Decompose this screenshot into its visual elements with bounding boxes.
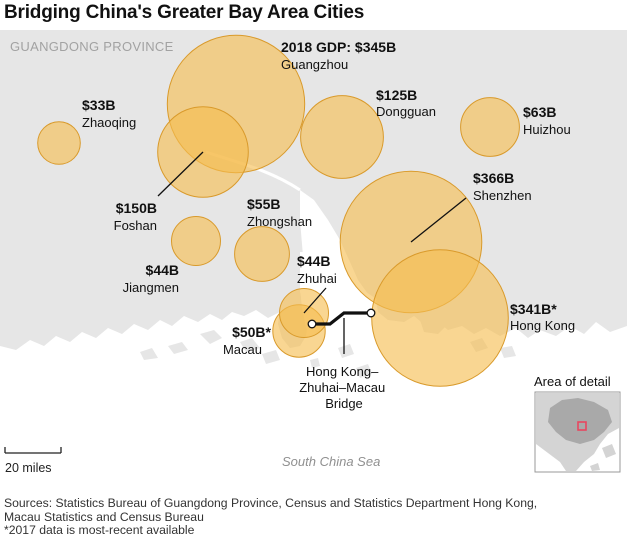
inset-islands [590, 444, 616, 471]
macau-value: $50B* [232, 324, 271, 340]
huizhou-value: $63B [523, 104, 556, 120]
sources-line-1: Sources: Statistics Bureau of Guangdong … [4, 496, 538, 510]
jiangmen-value: $44B [146, 262, 179, 278]
foshan-leader [157, 151, 204, 197]
guangzhou-name: Guangzhou [281, 57, 348, 72]
hongkong-value: $341B* [510, 301, 557, 317]
shenzhen-value: $366B [473, 170, 514, 186]
bridge-end-macau [307, 319, 317, 329]
bubble-zhaoqing [37, 121, 81, 165]
sea-label: South China Sea [282, 454, 380, 469]
huizhou-name: Huizhou [523, 122, 571, 137]
bubble-jiangmen [171, 216, 221, 266]
zhongshan-name: Zhongshan [247, 214, 312, 229]
dongguan-value: $125B [376, 87, 417, 103]
macau-name: Macau [223, 342, 262, 357]
foshan-value: $150B [116, 200, 157, 216]
zhuhai-name: Zhuhai [297, 271, 337, 286]
zhaoqing-value: $33B [82, 97, 115, 113]
inset-china-shape [548, 398, 612, 444]
sources-line-2: Macau Statistics and Census Bureau [4, 509, 204, 524]
zhuhai-value: $44B [297, 253, 330, 269]
foshan-name: Foshan [114, 218, 157, 233]
dongguan-name: Dongguan [376, 104, 436, 119]
region-label: GUANGDONG PROVINCE [10, 39, 174, 54]
bridge-line [312, 311, 371, 326]
footnote: *2017 data is most-recent available [4, 523, 195, 537]
city-labels: 2018 GDP: $345B Guangzhou $125B Dongguan… [82, 39, 575, 357]
inset-title: Area of detail [534, 374, 611, 389]
page-title: Bridging China's Greater Bay Area Cities [4, 2, 365, 23]
zhongshan-value: $55B [247, 196, 280, 212]
guangzhou-value: 2018 GDP: $345B [281, 39, 396, 55]
hzmb-bridge: Hong Kong– Zhuhai–Macau Bridge [299, 308, 389, 411]
sources-note: Sources: Statistics Bureau of Guangdong … [4, 496, 624, 538]
bridge-label: Hong Kong– Zhuhai–Macau Bridge [299, 364, 389, 411]
hongkong-name: Hong Kong [510, 318, 575, 333]
inset-map: Area of detail [534, 374, 621, 473]
shenzhen-name: Shenzhen [473, 188, 532, 203]
zhaoqing-name: Zhaoqing [82, 115, 136, 130]
bubble-huizhou [460, 97, 520, 157]
bubble-dongguan [300, 95, 384, 179]
inset-highlight-box [577, 421, 587, 431]
bubble-zhongshan [234, 226, 290, 282]
leader-lines [157, 151, 467, 314]
west-coast-land [0, 248, 300, 350]
bubble-hong-kong [371, 249, 509, 387]
scale-bar: 20 miles [4, 447, 62, 475]
shenzhen-leader [410, 197, 467, 243]
bay-area-map: 20 miles GUANGDONG PROVINCE South China … [0, 30, 627, 475]
west-islands [140, 330, 280, 364]
scale-label: 20 miles [5, 461, 52, 475]
bridge-end-hongkong [366, 308, 376, 318]
jiangmen-name: Jiangmen [123, 280, 179, 295]
zhuhai-leader [303, 287, 327, 314]
